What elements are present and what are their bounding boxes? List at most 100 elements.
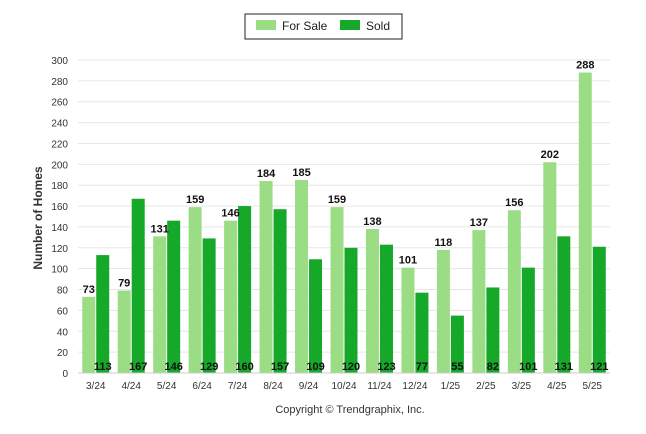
bar-for-sale — [401, 267, 415, 373]
data-label-for-sale: 184 — [257, 168, 276, 180]
data-label-for-sale: 118 — [435, 237, 453, 249]
x-tick-label: 3/24 — [86, 381, 106, 392]
y-tick-label: 200 — [51, 160, 68, 171]
y-tick-label: 260 — [51, 98, 68, 109]
y-tick-label: 60 — [57, 306, 69, 317]
data-label-sold: 146 — [164, 361, 182, 373]
data-label-for-sale: 146 — [221, 208, 239, 220]
y-tick-label: 160 — [51, 202, 68, 213]
bar-for-sale — [507, 210, 521, 373]
y-tick-label: 0 — [62, 369, 68, 380]
x-tick-label: 11/24 — [367, 381, 392, 392]
data-label-for-sale: 288 — [576, 60, 594, 72]
bar-sold — [379, 244, 393, 373]
data-label-for-sale: 138 — [363, 216, 381, 228]
x-tick-label: 8/24 — [263, 381, 283, 392]
data-label-sold: 113 — [94, 361, 112, 373]
bar-sold — [557, 236, 571, 373]
bar-sold — [273, 209, 287, 373]
bar-sold — [521, 267, 535, 373]
bar-sold — [486, 287, 500, 373]
data-label-sold: 121 — [590, 361, 608, 373]
data-label-sold: 167 — [129, 361, 147, 373]
y-tick-label: 220 — [51, 139, 68, 150]
data-label-sold: 160 — [235, 361, 253, 373]
bar-for-sale — [436, 249, 450, 373]
data-label-for-sale: 101 — [399, 255, 417, 267]
data-label-sold: 123 — [377, 361, 395, 373]
data-label-for-sale: 159 — [328, 194, 346, 206]
bar-for-sale — [153, 236, 167, 373]
data-label-sold: 157 — [271, 361, 289, 373]
bar-for-sale — [578, 72, 592, 374]
x-tick-label: 4/24 — [121, 381, 141, 392]
y-tick-label: 100 — [51, 265, 68, 276]
y-tick-label: 300 — [51, 56, 68, 67]
data-label-for-sale: 185 — [292, 167, 310, 179]
data-label-for-sale: 156 — [505, 197, 523, 209]
bar-sold — [592, 246, 606, 373]
bar-for-sale — [259, 181, 273, 373]
bar-sold — [344, 247, 358, 373]
data-label-sold: 120 — [342, 361, 360, 373]
x-tick-label: 5/25 — [583, 381, 603, 392]
data-label-for-sale: 202 — [541, 149, 559, 161]
gridlines — [78, 59, 610, 353]
bar-sold — [167, 220, 181, 373]
y-tick-label: 140 — [51, 223, 68, 234]
x-tick-label: 3/25 — [512, 381, 532, 392]
bar-for-sale — [188, 207, 202, 373]
data-label-for-sale: 73 — [83, 284, 95, 296]
legend-label-for-sale: For Sale — [282, 19, 328, 33]
data-label-for-sale: 137 — [470, 217, 488, 229]
y-tick-label: 180 — [51, 181, 68, 192]
x-tick-label: 2/25 — [476, 381, 496, 392]
x-tick-label: 9/24 — [299, 381, 319, 392]
x-tick-label: 10/24 — [331, 381, 356, 392]
data-label-sold: 109 — [306, 361, 324, 373]
data-label-sold: 131 — [555, 361, 573, 373]
y-tick-label: 240 — [51, 119, 68, 130]
bar-for-sale — [224, 220, 238, 373]
bar-for-sale — [330, 207, 344, 373]
x-tick-label: 5/24 — [157, 381, 177, 392]
x-tick-label: 12/24 — [402, 381, 427, 392]
data-label-sold: 55 — [451, 361, 463, 373]
y-axis-ticks: 0 20 40 60 80 100 120 140 160 180 200 220 240 260 280 3… — [51, 56, 68, 380]
data-labels: 73 113 79 167 131 146 159 129 146 160 184 157 185 109… — [83, 60, 609, 373]
bar-sold — [202, 238, 216, 373]
legend: For Sale Sold — [244, 13, 403, 40]
data-label-for-sale: 159 — [186, 194, 204, 206]
y-tick-label: 280 — [51, 77, 68, 88]
legend-swatch-for-sale — [256, 20, 276, 30]
data-label-sold: 101 — [519, 361, 537, 373]
data-label-for-sale: 79 — [118, 278, 130, 290]
y-tick-label: 40 — [57, 327, 69, 338]
copyright-footer: Copyright © Trendgraphix, Inc. — [275, 404, 424, 416]
x-tick-label: 4/25 — [547, 381, 567, 392]
data-label-sold: 77 — [416, 361, 428, 373]
data-label-sold: 82 — [487, 361, 499, 373]
x-axis-ticks: 3/24 4/24 5/24 6/24 7/24 8/24 9/24 10/24 11/24 12… — [86, 381, 602, 392]
bar-sold — [238, 206, 252, 373]
x-tick-label: 7/24 — [228, 381, 248, 392]
bars — [82, 72, 606, 374]
x-tick-label: 6/24 — [192, 381, 212, 392]
bar-for-sale — [82, 296, 96, 373]
bar-for-sale — [472, 230, 486, 373]
bar-for-sale — [295, 179, 309, 373]
bar-sold — [309, 259, 323, 373]
y-axis-title: Number of Homes — [31, 166, 45, 270]
bar-sold — [415, 292, 429, 373]
bar-for-sale — [117, 290, 131, 373]
bar-sold — [131, 198, 145, 373]
data-label-sold: 129 — [200, 361, 218, 373]
bar-for-sale — [543, 162, 557, 373]
y-tick-label: 20 — [57, 348, 69, 359]
y-tick-label: 80 — [57, 286, 69, 297]
y-tick-label: 120 — [51, 244, 68, 255]
bar-for-sale — [365, 229, 379, 373]
legend-label-sold: Sold — [366, 19, 390, 33]
bar-sold — [450, 315, 464, 373]
